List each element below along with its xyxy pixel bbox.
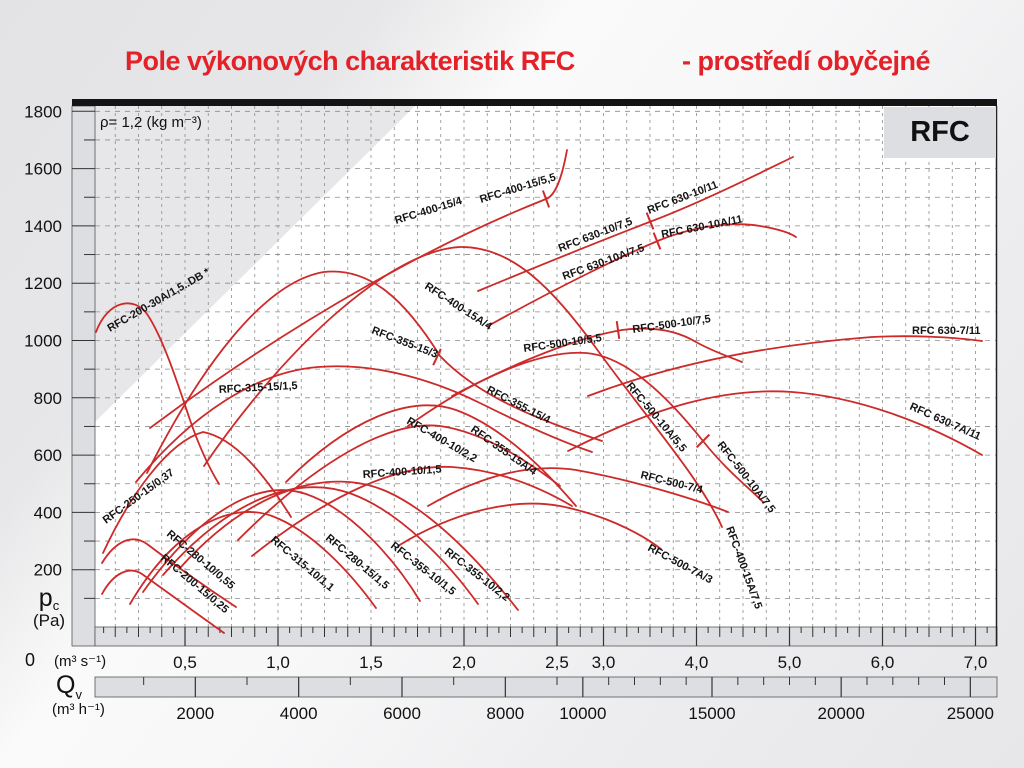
background-diagonal-shade: [95, 106, 415, 422]
curve-rfc-500-7a: [397, 502, 662, 550]
y-axis-symbol: p: [38, 584, 53, 612]
x-axis-hours-unit: (m³ h⁻¹): [52, 701, 105, 718]
curve-rfc-400-15a: [203, 246, 723, 528]
curve-rfc-250-15: [102, 431, 292, 554]
curve-rfc-500-10: [451, 327, 743, 397]
y-axis-unit: (Pa): [32, 611, 66, 631]
range-tick-5: [695, 433, 711, 449]
curve-rfc-400-10-2-2: [237, 424, 561, 541]
y-tick-label: 1000: [24, 332, 62, 351]
y-tick-label: 400: [34, 503, 62, 522]
curve-rfc-630-7a: [567, 390, 983, 456]
curve-rfc-630-7: [587, 335, 983, 397]
flow-ruler-band: [94, 626, 998, 647]
range-tick-2: [652, 232, 662, 250]
series-badge: RFC: [884, 107, 996, 158]
x-tick-label-m3s: 1,0: [266, 653, 290, 672]
ruler-tick-marks: [72, 110, 988, 697]
curve-rfc-315-15: [135, 365, 593, 483]
x-tick-label-m3s: 0,5: [173, 653, 197, 672]
curve-rfc-500-7: [427, 467, 729, 513]
x-tick-label-m3h: 25000: [947, 704, 994, 723]
volume-ruler-band: [94, 676, 998, 698]
range-tick-0: [541, 190, 551, 208]
curve-label-rfc-400-10-1-5: RFC-400-10/1,5: [362, 464, 442, 481]
x-tick-label-m3s: 5,0: [778, 653, 802, 672]
y-tick-label: 1800: [24, 102, 62, 121]
y-axis-symbol-sub: c: [52, 598, 60, 614]
x-tick-label-m3h: 10000: [559, 704, 606, 723]
curve-rfc-200-30a: [95, 302, 220, 485]
x-tick-label-m3h: 6000: [383, 704, 421, 723]
qv-symbol: Q: [56, 671, 76, 699]
x-tick-label-m3h: 15000: [688, 704, 735, 723]
x-tick-label-m3s: 2,5: [545, 653, 569, 672]
pressure-ruler-band: [71, 105, 96, 647]
curve-rfc-200-15: [101, 569, 225, 634]
range-tick-1: [645, 212, 655, 230]
curve-range-ticks: [432, 190, 711, 449]
curve-rfc-355-10-2-2: [179, 480, 519, 611]
axis-origin-label: 0: [24, 650, 35, 670]
x-tick-label-m3s: 6,0: [871, 653, 895, 672]
grid-lines: [95, 106, 997, 627]
x-tick-label-m3s: 2,0: [452, 653, 476, 672]
curve-rfc-630-10a: [487, 223, 797, 327]
curve-rfc-400-15: [149, 149, 568, 429]
curve-rfc-280-10: [101, 538, 237, 608]
plot-top-border: [72, 99, 997, 106]
qv-symbol-sub: v: [75, 687, 82, 702]
y-tick-label: 800: [34, 389, 62, 408]
y-axis-title: pc (Pa): [24, 584, 74, 631]
y-tick-label: 200: [34, 561, 62, 580]
x-tick-label-m3s: 1,5: [359, 653, 383, 672]
curve-rfc-355-15a: [285, 404, 577, 507]
x-tick-label-m3s: 3,0: [592, 653, 616, 672]
page-title-suffix: - prostředí obyčejné: [682, 46, 931, 76]
curve-rfc-400-10-1-5: [251, 465, 573, 557]
page-title: Pole výkonových charakteristik RFC: [125, 46, 575, 76]
x-axis-hours-title: Qv: [56, 671, 82, 702]
air-density-note: ρ= 1,2 (kg m⁻³): [100, 114, 202, 131]
fan-curves: [95, 149, 983, 634]
y-tick-label: 600: [34, 446, 62, 465]
curve-rfc-500-10a: [407, 351, 764, 503]
x-tick-label-m3h: 8000: [486, 704, 524, 723]
range-tick-4: [432, 348, 442, 366]
y-tick-label: 1200: [24, 274, 62, 293]
axis-tick-labels: 200 400 600 800 1000 1200 1400 1600 1800 0,5 1,0 1,…: [24, 102, 994, 723]
curve-rfc-315-10: [129, 511, 377, 609]
curve-rfc-355-10-1-5: [162, 486, 479, 605]
x-axis-seconds-unit: (m³ s⁻¹): [54, 653, 107, 670]
x-tick-label-m3s: 7,0: [964, 653, 988, 672]
curve-rfc-280-15: [142, 489, 421, 602]
x-tick-label-m3s: 4,0: [685, 653, 709, 672]
curve-label-rfc-315-15: RFC-315-15/1,5: [219, 380, 298, 396]
curve-label-rfc-630-7: RFC 630-7/11: [912, 325, 980, 337]
y-tick-label: 1600: [24, 160, 62, 179]
x-tick-label-m3h: 2000: [176, 704, 214, 723]
range-tick-3: [615, 320, 621, 340]
y-tick-label: 1400: [24, 217, 62, 236]
curve-rfc-630-10: [477, 156, 794, 292]
x-tick-label-m3h: 20000: [818, 704, 865, 723]
x-tick-label-m3h: 4000: [280, 704, 318, 723]
